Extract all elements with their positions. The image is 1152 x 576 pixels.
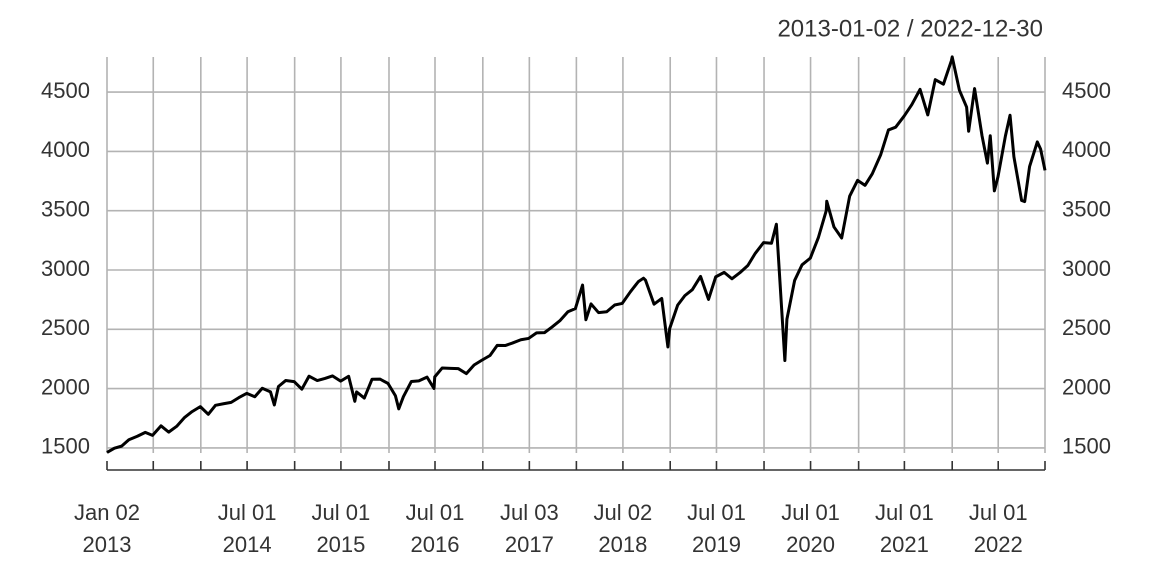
y-tick-label-right: 3500	[1062, 197, 1111, 222]
x-tick-label: Jul 01 2020	[781, 500, 840, 557]
x-tick-label: Jul 01 2022	[969, 500, 1028, 557]
y-tick-label: 2500	[41, 315, 90, 340]
x-tick-label: Jul 01 2016	[406, 500, 465, 557]
price-line	[106, 55, 1047, 454]
chart-title: 2013-01-02 / 2022-12-30	[777, 15, 1043, 42]
y-tick-label: 1500	[41, 434, 90, 459]
y-tick-label: 4500	[41, 78, 90, 103]
y-tick-label-right: 4500	[1062, 78, 1111, 103]
x-tick-label: Jul 02 2018	[594, 500, 653, 557]
x-tick-label: Jul 01 2021	[875, 500, 934, 557]
x-tick-label: Jan 02 2013	[74, 500, 140, 557]
x-tick-label: Jul 03 2017	[500, 500, 559, 557]
x-tick-label: Jul 01 2014	[218, 500, 277, 557]
y-tick-label-right: 1500	[1062, 434, 1111, 459]
x-tick-label: Jul 01 2015	[312, 500, 371, 557]
y-tick-label-right: 4000	[1062, 137, 1111, 162]
y-tick-label: 3000	[41, 256, 90, 281]
y-tick-label-right: 2500	[1062, 315, 1111, 340]
y-tick-label-right: 2000	[1062, 374, 1111, 399]
y-tick-label-right: 3000	[1062, 256, 1111, 281]
y-tick-label: 3500	[41, 197, 90, 222]
x-tick-label: Jul 01 2019	[687, 500, 746, 557]
y-tick-label: 4000	[41, 137, 90, 162]
y-tick-label: 2000	[41, 374, 90, 399]
